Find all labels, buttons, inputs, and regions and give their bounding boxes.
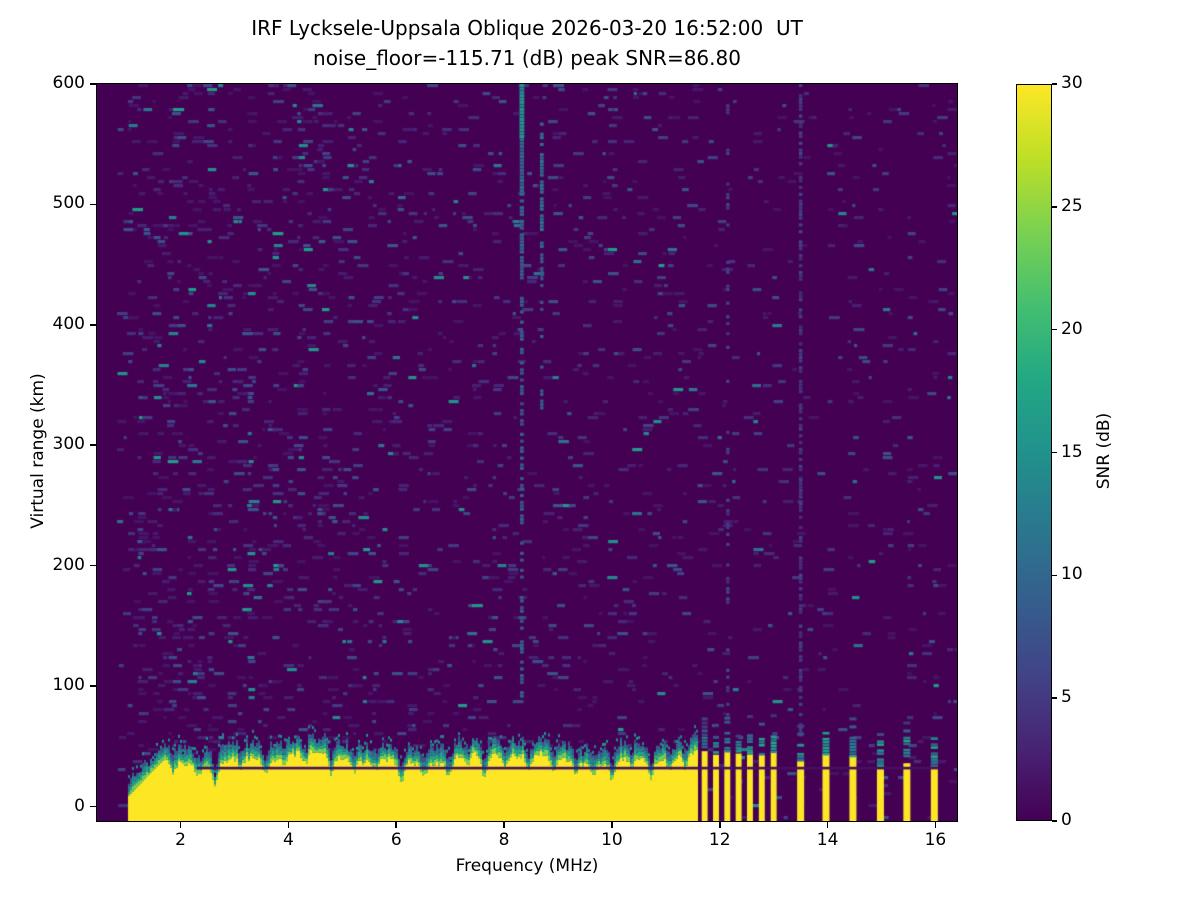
x-tick-mark <box>287 821 290 828</box>
x-tick-label: 2 <box>175 830 186 850</box>
y-tick-label: 200 <box>52 554 85 575</box>
y-tick-mark <box>90 564 97 567</box>
plot-subtitle: noise_floor=-115.71 (dB) peak SNR=86.80 <box>313 46 741 70</box>
colorbar-tick-label: 25 <box>1061 195 1083 216</box>
x-tick-mark <box>826 821 829 828</box>
y-tick-mark <box>90 203 97 206</box>
colorbar-tick-mark <box>1052 697 1057 699</box>
x-tick-mark <box>503 821 505 828</box>
x-tick-mark <box>611 821 613 828</box>
y-tick-mark <box>90 444 97 447</box>
x-tick-mark <box>179 821 182 828</box>
y-tick-mark <box>90 685 97 687</box>
colorbar-tick-mark <box>1052 206 1057 208</box>
colorbar-tick-mark <box>1052 83 1057 85</box>
y-tick-label: 100 <box>52 675 85 696</box>
y-tick-label: 0 <box>74 795 85 816</box>
x-tick-label: 4 <box>282 830 294 850</box>
x-tick-mark <box>934 821 937 828</box>
colorbar <box>1016 84 1052 821</box>
x-tick-label: 16 <box>924 830 947 850</box>
x-tick-mark <box>718 821 721 828</box>
y-tick-mark <box>90 805 97 808</box>
y-tick-mark <box>90 83 97 85</box>
x-tick-label: 10 <box>601 830 623 850</box>
colorbar-tick-mark <box>1052 574 1057 577</box>
x-tick-label: 12 <box>708 830 731 850</box>
y-tick-label: 400 <box>52 313 85 334</box>
y-tick-label: 500 <box>52 193 85 214</box>
x-axis-label: Frequency (MHz) <box>455 856 599 876</box>
plot-area <box>97 84 957 821</box>
colorbar-tick-mark <box>1052 451 1057 454</box>
colorbar-tick-mark <box>1052 820 1057 822</box>
colorbar-tick-mark <box>1052 328 1057 331</box>
y-tick-label: 300 <box>52 434 85 455</box>
x-tick-label: 8 <box>498 830 510 850</box>
x-tick-label: 14 <box>816 830 839 850</box>
colorbar-tick-label: 20 <box>1061 318 1083 339</box>
colorbar-tick-label: 10 <box>1061 564 1083 585</box>
colorbar-tick-label: 0 <box>1061 810 1072 830</box>
heatmap-canvas <box>97 84 957 821</box>
y-tick-mark <box>90 324 97 326</box>
colorbar-tick-label: 5 <box>1061 687 1072 708</box>
y-tick-label: 600 <box>52 73 85 93</box>
x-tick-mark <box>395 821 398 828</box>
colorbar-tick-label: 15 <box>1061 441 1083 462</box>
x-tick-label: 6 <box>390 830 402 850</box>
colorbar-tick-label: 30 <box>1061 73 1083 93</box>
plot-title: IRF Lycksele-Uppsala Oblique 2026-03-20 … <box>251 16 803 40</box>
